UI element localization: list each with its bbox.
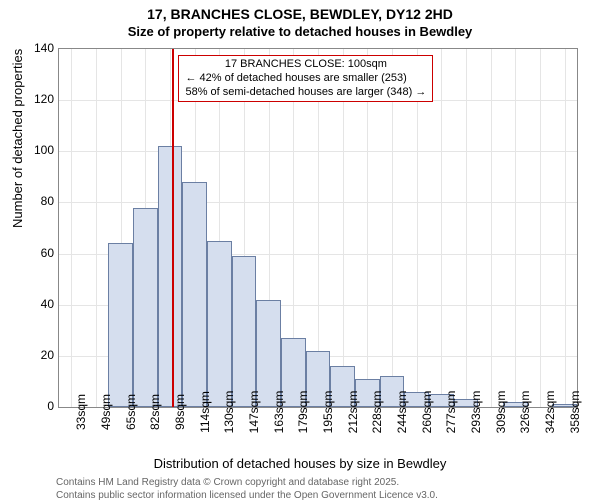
xtick-label: 358sqm — [568, 391, 582, 434]
annotation-line: 58% of semi-detached houses are larger (… — [185, 86, 426, 100]
credits-text: Contains HM Land Registry data © Crown c… — [56, 476, 438, 502]
xtick-label: 49sqm — [99, 394, 113, 430]
xtick-label: 33sqm — [74, 394, 88, 430]
x-axis-label: Distribution of detached houses by size … — [0, 456, 600, 471]
xtick-label: 309sqm — [494, 391, 508, 434]
plot-area: 17 BRANCHES CLOSE: 100sqm← 42% of detach… — [58, 48, 578, 408]
ytick-label: 100 — [14, 143, 54, 157]
ytick-label: 0 — [14, 399, 54, 413]
ytick-label: 120 — [14, 92, 54, 106]
ytick-label: 80 — [14, 194, 54, 208]
credit-line: Contains public sector information licen… — [56, 489, 438, 502]
xtick-label: 293sqm — [469, 391, 483, 434]
xtick-label: 114sqm — [198, 391, 212, 433]
xtick-label: 260sqm — [420, 391, 434, 434]
bar — [207, 241, 232, 407]
gridline-v — [96, 49, 97, 407]
chart-title: 17, BRANCHES CLOSE, BEWDLEY, DY12 2HD — [0, 6, 600, 22]
bar — [232, 256, 257, 407]
gridline-v — [343, 49, 344, 407]
xtick-label: 179sqm — [296, 391, 310, 434]
annotation-box: 17 BRANCHES CLOSE: 100sqm← 42% of detach… — [178, 55, 433, 102]
xtick-label: 326sqm — [518, 391, 532, 434]
ytick-label: 140 — [14, 41, 54, 55]
xtick-label: 163sqm — [272, 391, 286, 434]
chart-container: 17, BRANCHES CLOSE, BEWDLEY, DY12 2HD Si… — [0, 0, 600, 500]
xtick-label: 65sqm — [124, 394, 138, 430]
xtick-label: 277sqm — [444, 391, 458, 434]
xtick-label: 342sqm — [543, 391, 557, 434]
xtick-label: 228sqm — [370, 391, 384, 434]
gridline-v — [392, 49, 393, 407]
ytick-label: 20 — [14, 348, 54, 362]
credit-line: Contains HM Land Registry data © Crown c… — [56, 476, 438, 489]
gridline-v — [466, 49, 467, 407]
xtick-label: 98sqm — [173, 394, 187, 430]
annotation-line: ← 42% of detached houses are smaller (25… — [185, 72, 426, 86]
ytick-label: 40 — [14, 297, 54, 311]
chart-subtitle: Size of property relative to detached ho… — [0, 24, 600, 39]
xtick-label: 147sqm — [247, 391, 261, 434]
gridline-v — [367, 49, 368, 407]
xtick-label: 82sqm — [148, 394, 162, 430]
bar — [133, 208, 158, 407]
reference-line — [172, 49, 174, 407]
gridline-v — [417, 49, 418, 407]
gridline-v — [515, 49, 516, 407]
xtick-label: 130sqm — [222, 391, 236, 434]
ytick-label: 60 — [14, 246, 54, 260]
xtick-label: 212sqm — [346, 391, 360, 434]
xtick-label: 195sqm — [321, 391, 335, 434]
gridline-v — [565, 49, 566, 407]
bar — [182, 182, 207, 407]
xtick-label: 244sqm — [395, 391, 409, 434]
gridline-v — [441, 49, 442, 407]
bar — [108, 243, 133, 407]
gridline-v — [491, 49, 492, 407]
gridline-v — [71, 49, 72, 407]
annotation-line: 17 BRANCHES CLOSE: 100sqm — [185, 58, 426, 72]
bar — [158, 146, 183, 407]
gridline-v — [540, 49, 541, 407]
